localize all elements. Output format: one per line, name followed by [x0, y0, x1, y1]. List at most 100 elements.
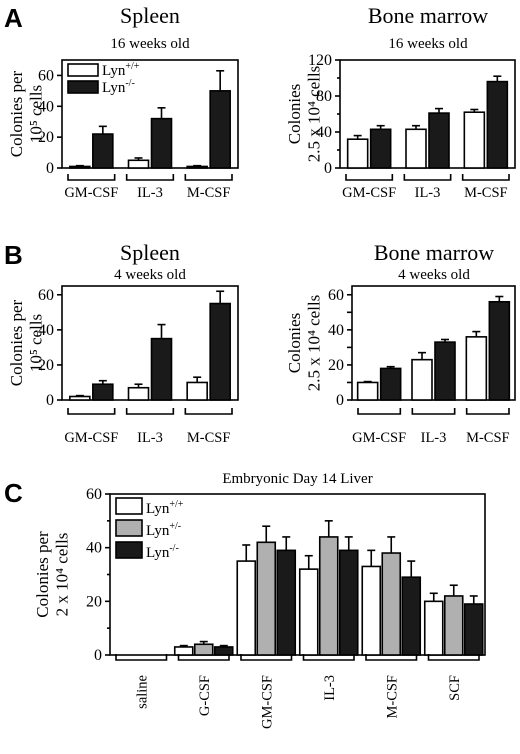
legend-swatch [115, 541, 143, 559]
category-label: GM-CSF [64, 185, 118, 201]
category-label: saline [134, 675, 150, 709]
y-tick-label: 20 [86, 593, 102, 610]
group-bracket [67, 174, 116, 181]
group-bracket [240, 654, 293, 661]
bar [434, 341, 456, 401]
chart-title: Spleen [120, 3, 180, 28]
chart-title: Bone marrow [374, 240, 494, 265]
bar [405, 128, 427, 169]
bar [213, 646, 234, 656]
panel-label-b: B [4, 240, 23, 270]
chart-subtitle: 4 weeks old [398, 267, 470, 283]
group-bracket [465, 408, 510, 415]
chart-subtitle: 16 weeks old [388, 36, 468, 52]
bar [423, 600, 444, 656]
y-tick-label: 0 [46, 392, 54, 409]
panel-label-a: A [4, 3, 23, 33]
y-axis-label: Colonies per10⁵ cells [7, 70, 46, 157]
bar [346, 138, 369, 169]
bar [369, 128, 392, 169]
category-label: GM-CSF [342, 185, 396, 201]
legend-swatch [67, 80, 99, 94]
group-bracket [461, 174, 510, 181]
y-tick-label: 120 [308, 52, 332, 69]
bar [338, 549, 359, 656]
legend-swatch [115, 497, 143, 515]
legend-swatch [115, 519, 143, 537]
bar [379, 367, 402, 401]
y-tick-label: 0 [336, 392, 344, 409]
y-tick-label: 40 [86, 540, 102, 557]
bar [488, 300, 511, 401]
legend-label: Lyn+/+ [102, 61, 140, 79]
bar [356, 381, 379, 401]
bar [150, 337, 173, 401]
chart-subtitle: Embryonic Day 14 Liver [222, 471, 372, 487]
group-bracket [125, 408, 175, 415]
bar [69, 165, 91, 169]
plot-frame [61, 285, 239, 401]
category-label: M-CSF [384, 675, 400, 719]
category-label: GM-CSF [64, 430, 118, 446]
bar [463, 603, 484, 656]
y-tick-label: 20 [328, 357, 344, 374]
group-bracket [67, 408, 116, 415]
y-tick-label: 20 [38, 129, 54, 146]
plot-frame [351, 285, 516, 401]
category-label: M-CSF [187, 185, 231, 201]
group-bracket [365, 654, 418, 661]
y-axis-label: Colonies per10⁵ cells [7, 299, 46, 386]
y-tick-label: 40 [316, 124, 332, 141]
category-label: GM-CSF [352, 430, 406, 446]
bar [209, 90, 231, 169]
chart-c-liver: Embryonic Day 14 Liver Colonies per2 x 10… [33, 471, 486, 729]
bar [318, 536, 339, 656]
group-bracket [345, 174, 394, 181]
legend-label: Lyn+/+ [146, 499, 184, 517]
bar [127, 159, 150, 169]
bar [465, 336, 488, 401]
legend-label: Lyn-/- [146, 543, 179, 561]
bar [236, 560, 257, 656]
y-tick-label: 0 [324, 160, 332, 177]
category-label: G-CSF [197, 675, 213, 716]
bar [193, 643, 214, 656]
group-bracket [411, 408, 456, 415]
bar [186, 381, 208, 401]
group-bracket [125, 174, 175, 181]
group-bracket [115, 654, 168, 661]
bar [173, 646, 194, 656]
chart-title: Spleen [120, 240, 180, 265]
chart-subtitle: 16 weeks old [110, 36, 190, 52]
chart-subtitle: 4 weeks old [114, 267, 186, 283]
bar [381, 552, 402, 656]
legend-swatch [67, 63, 99, 77]
bar [428, 112, 450, 169]
y-tick-label: 0 [46, 160, 54, 177]
y-tick-label: 60 [38, 67, 54, 84]
y-tick-label: 40 [38, 98, 54, 115]
group-bracket [302, 654, 355, 661]
bar [127, 386, 150, 401]
category-label: IL-3 [137, 185, 163, 201]
bar [209, 302, 231, 401]
panel-label-c: C [4, 478, 23, 508]
chart-a-spleen: Spleen 16 weeks old Colonies per10⁵ cells0… [7, 3, 239, 201]
category-label: IL-3 [322, 675, 338, 701]
y-tick-label: 40 [38, 322, 54, 339]
y-axis-label: Colonies2.5 x 10⁴ cells [285, 295, 324, 392]
chart-b-bone-marrow: Bone marrow 4 weeks old Colonies2.5 x 10⁴ … [285, 240, 516, 446]
category-label: IL-3 [415, 185, 441, 201]
y-axis-label: Colonies2.5 x 10⁴ cells [285, 66, 324, 163]
bar [298, 568, 319, 656]
y-tick-label: 20 [38, 357, 54, 374]
bar [463, 111, 486, 169]
group-bracket [184, 174, 233, 181]
category-label: SCF [447, 675, 463, 701]
category-label: IL-3 [421, 430, 447, 446]
group-bracket [177, 654, 230, 661]
category-label: GM-CSF [259, 675, 275, 729]
bar [186, 165, 208, 169]
bar [276, 549, 297, 656]
